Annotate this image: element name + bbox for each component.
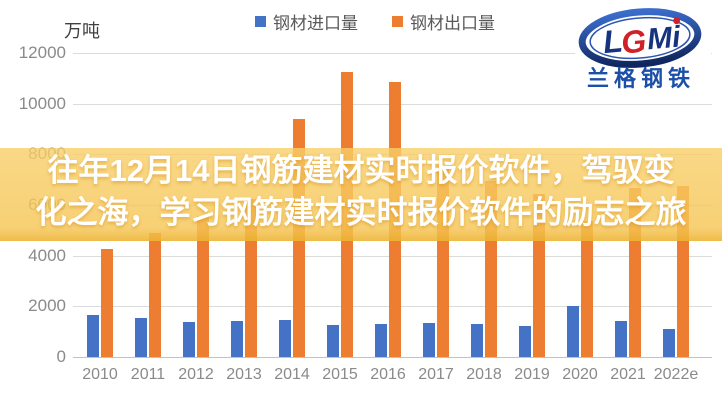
bar-2015-import [327,324,339,357]
bar-2020-import [567,305,579,357]
x-tick-label-2011: 2011 [130,366,166,383]
y-tick-label-10000: 10000 [18,93,66,113]
x-tick-label-2021: 2021 [610,366,646,383]
gridline-12000 [73,53,712,54]
y-axis-unit-label: 万吨 [64,21,100,41]
x-tick-label-2013: 2013 [226,366,262,383]
bar-2010-export [101,249,113,357]
logo-outer-ellipse [578,8,702,68]
logo-company-name: 兰格钢铁 [587,66,695,91]
bar-2010-import [87,315,99,357]
x-tick-label-2016: 2016 [370,366,406,383]
x-tick-label-2014: 2014 [274,366,310,383]
x-tick-label-2019: 2019 [514,366,550,383]
x-tick-label-2012: 2012 [178,366,214,383]
x-tick-label-2010: 2010 [82,366,118,383]
bar-2021-import [615,320,627,357]
y-tick-label-4000: 4000 [28,245,66,265]
bar-2011-export [149,233,161,357]
lgmi-logo: L G Mi 兰格钢铁 [575,6,711,94]
overlay-title-line2: 化之海，学习钢筋建材实时报价软件的励志之旅 [35,195,687,230]
bar-2013-import [231,321,243,357]
gridline-0 [73,357,712,358]
legend-label-imports: 钢材进口量 [273,14,358,33]
logo-inner-ellipse [589,16,691,60]
bar-2012-import [183,322,195,357]
bar-2018-import [471,323,483,357]
bar-2017-import [423,323,435,357]
x-tick-label-2020: 2020 [562,366,598,383]
overlay-title: 往年12月14日钢筋建材实时报价软件，驾驭变 化之海，学习钢筋建材实时报价软件的… [0,150,722,234]
y-tick-label-0: 0 [56,347,66,366]
bar-2016-import [375,323,387,357]
bar-2012-export [197,215,209,357]
y-tick-label-2000: 2000 [28,296,66,316]
logo-brand-G: G [620,23,648,61]
exports-swatch-icon [392,16,403,27]
lgmi-logo-graphic: L G Mi 兰格钢铁 [578,8,702,91]
bar-2011-import [135,317,147,357]
chart-legend: 钢材进口量 钢材出口量 [255,9,495,34]
bar-2020-export [581,221,593,357]
x-tick-label-2018: 2018 [466,366,502,383]
bar-2022e-import [663,329,675,357]
legend-item-imports: 钢材进口量 [255,9,358,34]
bar-2014-import [279,320,291,357]
logo-i-dot-icon [673,17,681,25]
logo-brand-L: L [602,23,625,61]
x-tick-label-2015: 2015 [322,366,358,383]
title-banner-overlay [0,148,722,241]
x-tick-label-2022e: 2022e [653,366,699,383]
legend-label-exports: 钢材出口量 [410,14,495,33]
imports-swatch-icon [255,16,266,27]
overlay-title-line1: 往年12月14日钢筋建材实时报价软件，驾驭变 [47,153,675,188]
y-tick-label-12000: 12000 [18,43,66,62]
logo-brand-Mi: Mi [646,20,683,56]
bar-2019-import [519,325,531,357]
legend-item-exports: 钢材出口量 [392,9,495,34]
x-tick-label-2017: 2017 [418,366,454,383]
